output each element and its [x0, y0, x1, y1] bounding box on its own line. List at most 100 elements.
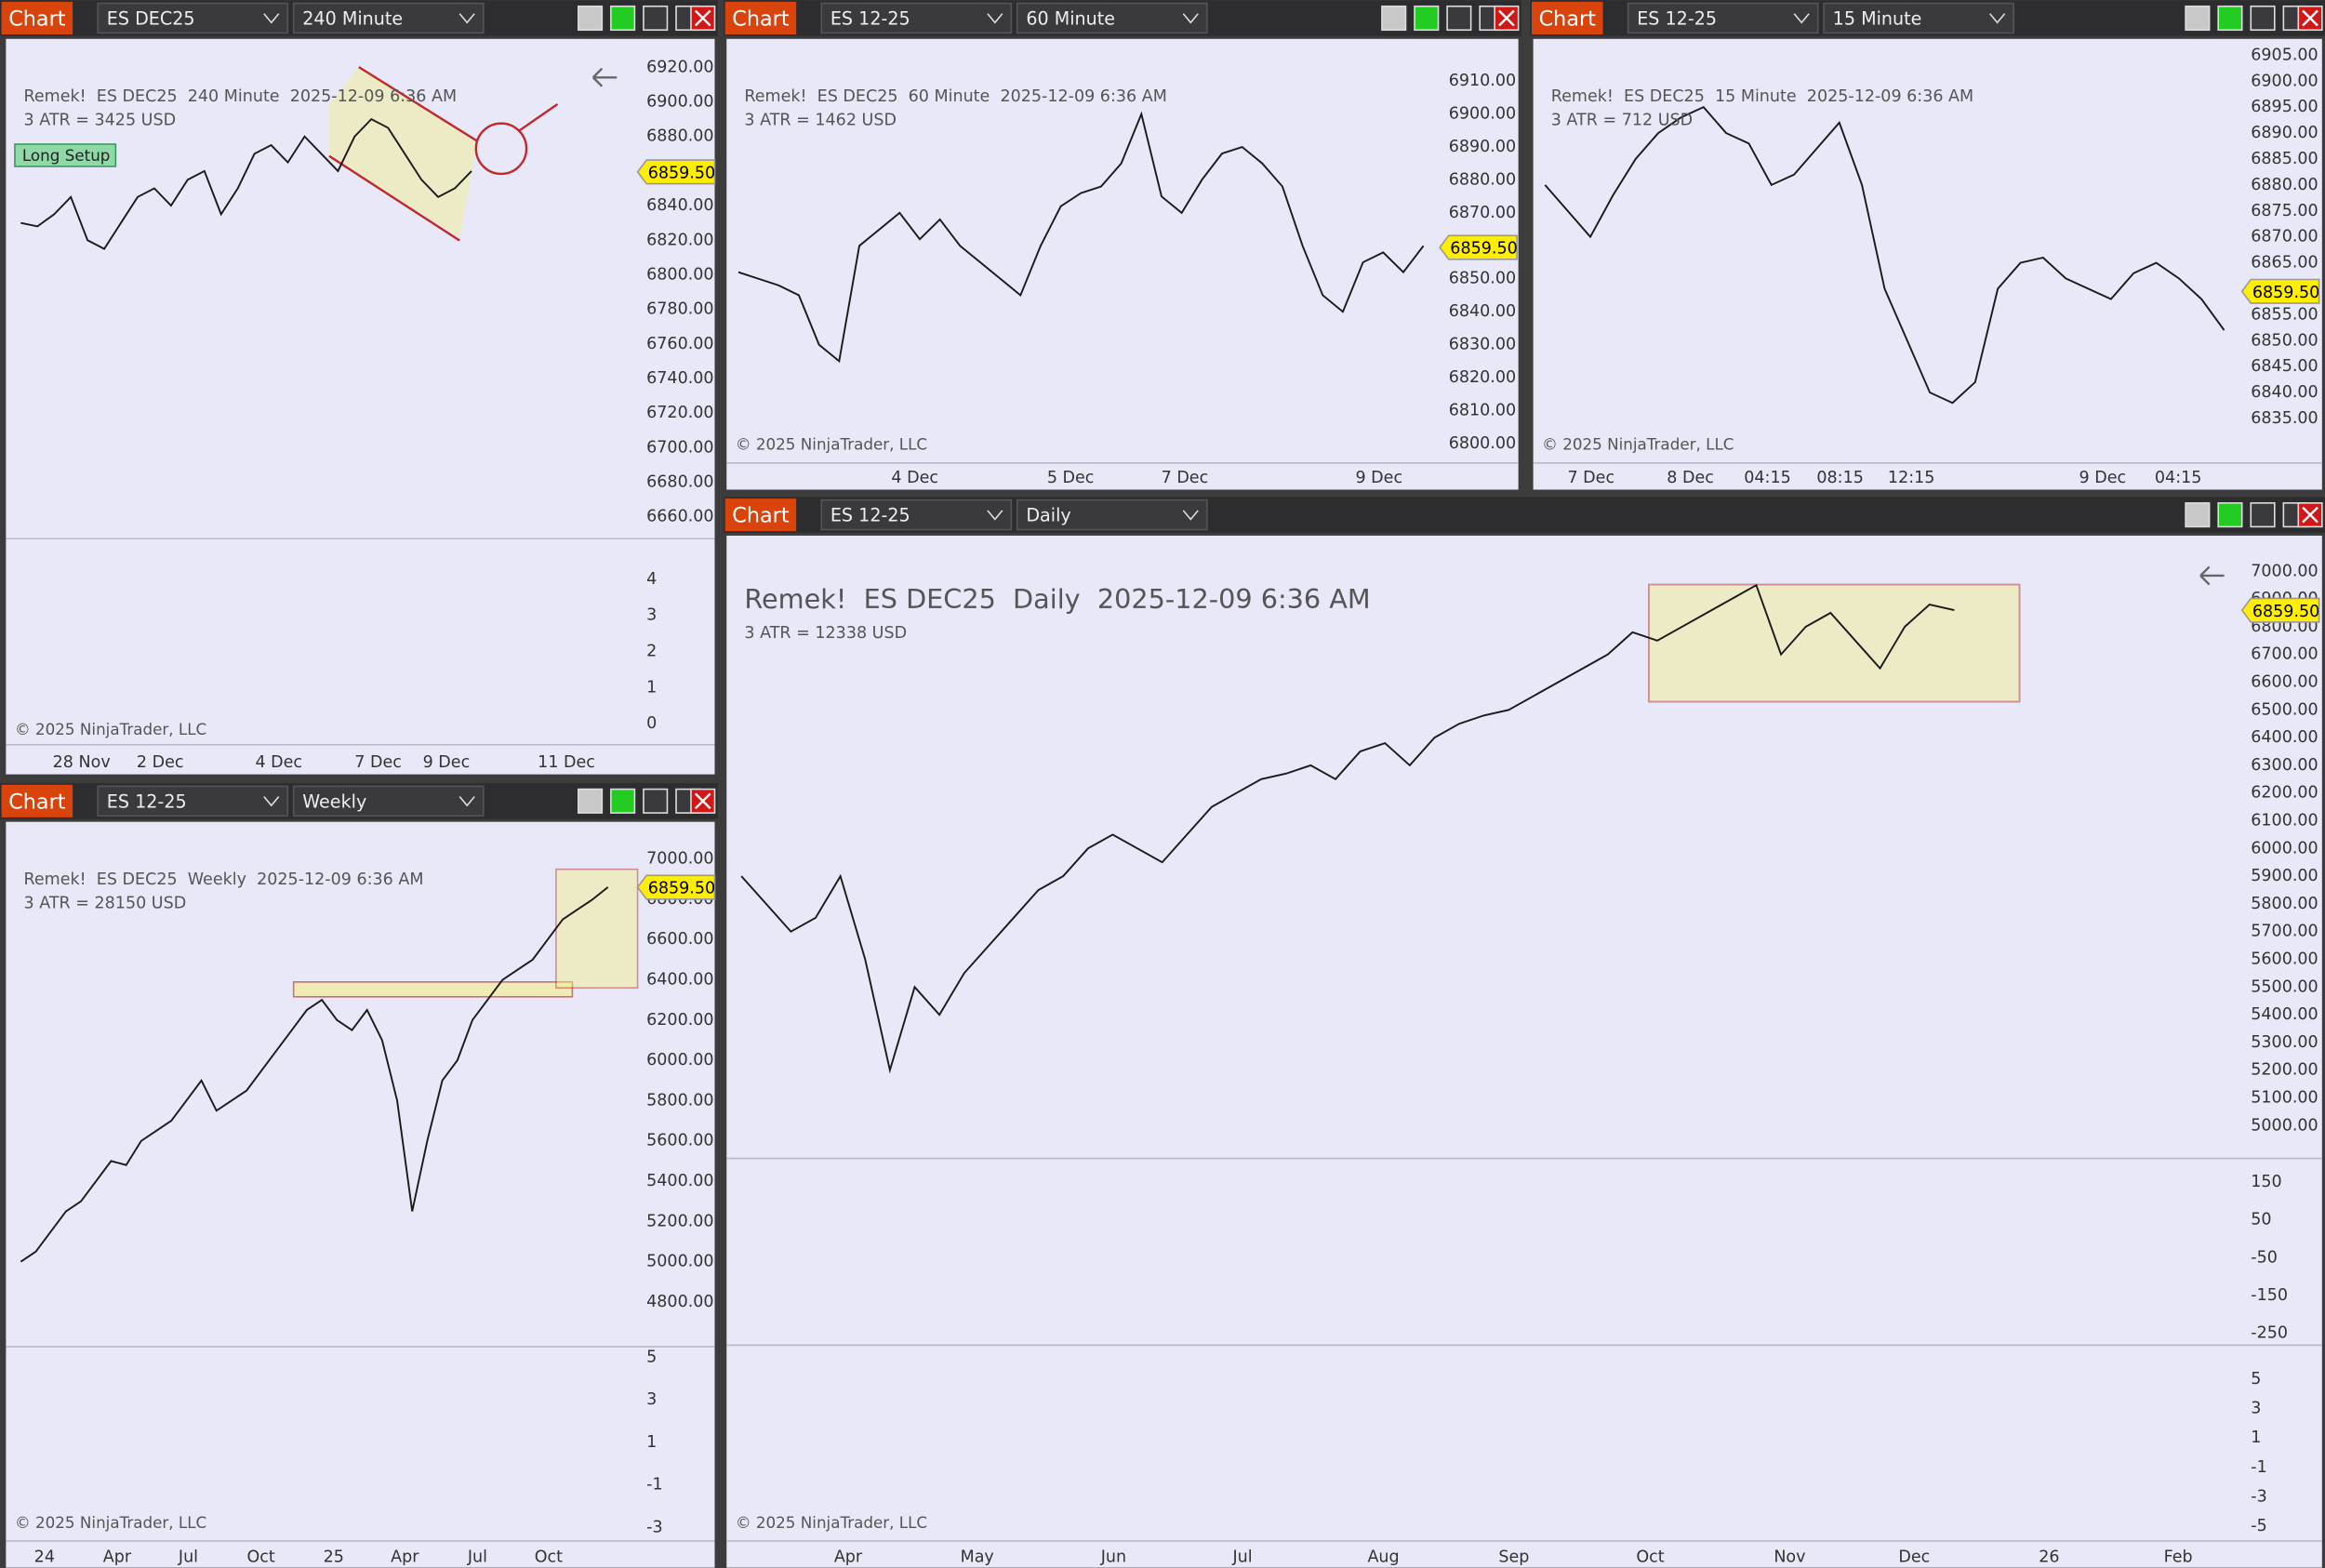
price-tick-label: 6600.00 [646, 930, 713, 949]
time-tick-label: 12:15 [1888, 469, 1934, 487]
instrument-select[interactable] [820, 2, 1013, 34]
zone-box [292, 981, 574, 998]
price-tick-label: 6875.00 [2251, 202, 2318, 220]
time-tick-label: Dec [1898, 1548, 1930, 1566]
indicator-tick-label: -1 [646, 1476, 662, 1495]
chart-label: Chart [732, 7, 790, 32]
price-tick-label: 7000.00 [2251, 562, 2318, 580]
indicator-tick-label: -3 [2251, 1487, 2266, 1506]
chart-button[interactable] [724, 498, 797, 532]
time-tick-label: 11 Dec [538, 753, 595, 772]
time-tick-label: Feb [2164, 1548, 2193, 1566]
time-tick-label: Apr [834, 1548, 863, 1566]
timeframe-select[interactable] [1823, 2, 2014, 34]
panel-background [1533, 38, 2322, 490]
indicator-tick-label: 1 [2251, 1428, 2261, 1447]
window-button[interactable] [578, 5, 604, 32]
indicator-tick-label: 3 [646, 606, 657, 625]
price-tick-label: 5900.00 [2251, 867, 2318, 885]
price-tick-label: 6800.00 [646, 265, 713, 284]
timeframe-select[interactable] [292, 2, 485, 34]
window-button[interactable] [1381, 5, 1407, 32]
chart-label: Chart [1539, 7, 1597, 32]
time-tick-label: 26 [2039, 1548, 2059, 1566]
instrument-select[interactable] [1627, 2, 1819, 34]
price-tick-label: 6500.00 [2251, 700, 2318, 719]
last-price-label: 6859.50 [2252, 603, 2319, 621]
panel-background [6, 38, 715, 775]
window-button[interactable] [2217, 5, 2243, 32]
time-tick-label: 4 Dec [255, 753, 302, 772]
panel-background [726, 535, 2322, 1568]
indicator-tick-label: 2 [646, 642, 657, 660]
timeframe-select[interactable] [1016, 498, 1208, 531]
price-tick-label: 6660.00 [646, 508, 713, 526]
time-tick-label: 9 Dec [423, 753, 471, 772]
price-tick-label: 6840.00 [1449, 302, 1516, 321]
window-button[interactable] [2185, 502, 2211, 528]
chart-button[interactable] [1, 784, 73, 817]
price-tick-label: 5100.00 [2251, 1089, 2318, 1108]
dropdown-arrow [987, 510, 1003, 521]
window-button[interactable] [2185, 5, 2211, 32]
window-button[interactable] [2217, 502, 2243, 528]
time-tick-label: Apr [391, 1548, 419, 1566]
window-button[interactable] [610, 788, 636, 814]
price-tick-label: 6840.00 [2251, 383, 2318, 402]
time-tick-label: Apr [103, 1548, 132, 1566]
time-tick-label: 2 Dec [137, 753, 184, 772]
price-tick-label: 6870.00 [2251, 228, 2318, 246]
indicator-tick-label: 150 [2251, 1173, 2281, 1191]
window-button[interactable] [610, 5, 636, 32]
timeframe-select[interactable] [292, 785, 485, 817]
close-icon [694, 9, 711, 27]
dropdown-arrow [1182, 13, 1199, 24]
chart-button[interactable] [1, 1, 73, 35]
window-button[interactable] [1446, 5, 1472, 32]
window-button[interactable] [2250, 5, 2276, 32]
chart-label: Chart [8, 7, 66, 32]
window-button[interactable] [2250, 502, 2276, 528]
chart-title: Remek! ES DEC25 240 Minute 2025-12-09 6:… [24, 87, 458, 106]
dropdown-arrow [458, 796, 475, 807]
back-arrow[interactable] [591, 67, 618, 87]
price-tick-label: 6760.00 [646, 335, 713, 353]
price-tick-label: 6820.00 [646, 231, 713, 249]
window-button[interactable] [1414, 5, 1440, 32]
instrument-select[interactable] [97, 785, 289, 817]
time-tick-label: Nov [1774, 1548, 1805, 1566]
chart-button[interactable] [1532, 1, 1603, 35]
indicator-tick-label: 1 [646, 1433, 657, 1452]
window-button[interactable] [643, 788, 669, 814]
zone-box [1648, 583, 2021, 703]
window-button[interactable] [578, 788, 604, 814]
indicator-tick-label: 1 [646, 678, 657, 697]
back-arrow[interactable] [2199, 565, 2225, 586]
window-button[interactable] [643, 5, 669, 32]
time-tick-label: Aug [1367, 1548, 1399, 1566]
instrument: ES DEC25 [107, 8, 195, 30]
time-tick-label: 24 [34, 1548, 55, 1566]
timeframe: Weekly [302, 791, 366, 812]
last-price-label: 6859.50 [1450, 240, 1517, 259]
chart-button[interactable] [724, 1, 797, 35]
chart-title: Remek! ES DEC25 Weekly 2025-12-09 6:36 A… [24, 870, 424, 889]
atr-label: 3 ATR = 712 USD [1551, 112, 1693, 130]
atr-label: 3 ATR = 1462 USD [744, 112, 897, 130]
time-tick-label: Jul [467, 1548, 487, 1566]
instrument-select[interactable] [820, 498, 1013, 531]
price-tick-label: 6855.00 [2251, 305, 2318, 324]
time-tick-label: 7 Dec [1162, 469, 1209, 487]
trend-line [328, 154, 460, 242]
price-tick-label: 6880.00 [2251, 176, 2318, 194]
last-price-marker [1439, 234, 1518, 260]
price-tick-label: 6890.00 [1449, 138, 1516, 156]
last-price-label: 6859.50 [2252, 284, 2319, 302]
indicator-tick-label: 3 [2251, 1400, 2261, 1418]
price-tick-label: 6300.00 [2251, 756, 2318, 775]
indicator-tick-label: -5 [2251, 1517, 2266, 1535]
instrument-select[interactable] [97, 2, 289, 34]
timeframe-select[interactable] [1016, 2, 1208, 34]
time-tick-label: 9 Dec [1355, 469, 1402, 487]
